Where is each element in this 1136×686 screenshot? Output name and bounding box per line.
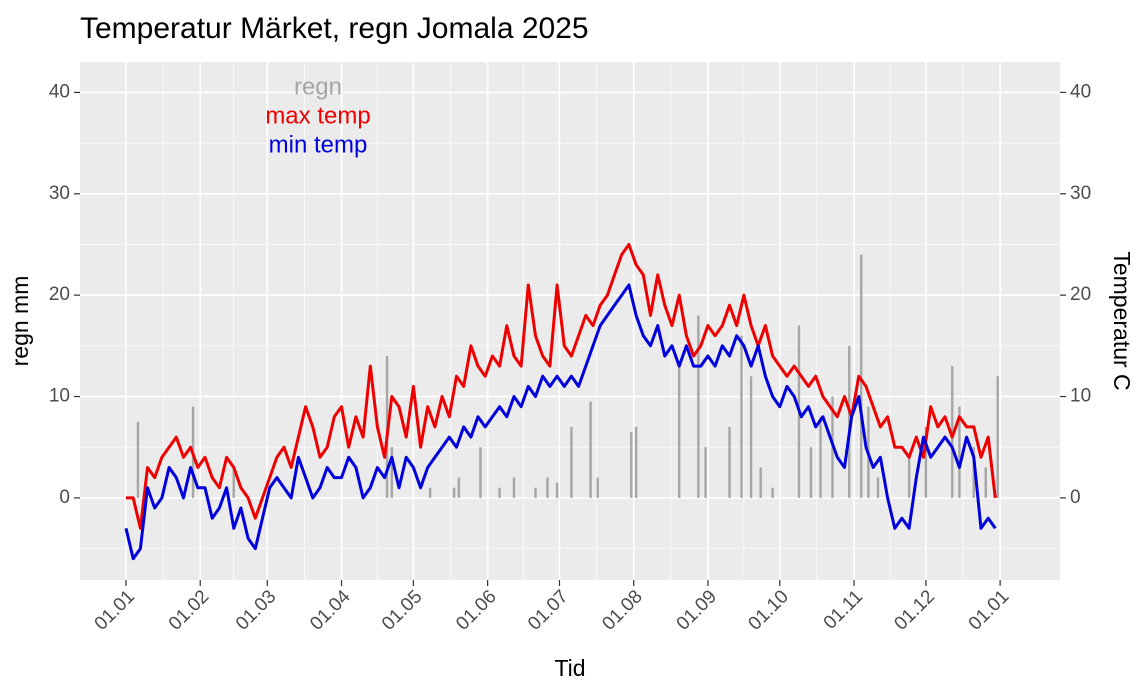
- y2-tick-label: 10: [1070, 386, 1091, 407]
- rain-bar: [512, 477, 516, 498]
- rain-bar: [390, 447, 394, 498]
- y2-tick-label: 20: [1070, 284, 1091, 305]
- rain-bar: [972, 447, 975, 498]
- rain-bar: [570, 426, 573, 498]
- y2-tick-label: 30: [1070, 183, 1091, 204]
- rain-bar: [907, 457, 911, 498]
- y2-tick-label: 0: [1070, 487, 1081, 508]
- rain-bar: [136, 421, 140, 498]
- temp-line: [124, 283, 997, 561]
- rain-bar: [740, 335, 743, 498]
- y2-tick-label: 40: [1070, 81, 1091, 102]
- x-tick-label: 01.02: [165, 586, 213, 634]
- y2-axis-label: Temperatur C: [1109, 251, 1135, 390]
- x-tick-label: 01.09: [673, 586, 721, 634]
- rain-bar: [589, 401, 592, 498]
- y-tick-label: 40: [49, 81, 70, 102]
- x-tick-label: 01.10: [744, 586, 792, 634]
- legend-label: regn: [294, 73, 342, 100]
- x-tick-label: 01.12: [890, 586, 938, 634]
- rain-bar: [630, 432, 633, 498]
- rain-bar: [958, 406, 961, 498]
- chart-title: Temperatur Märket, regn Jomala 2025: [80, 12, 589, 45]
- rain-bar: [996, 376, 999, 498]
- rain-bar: [924, 426, 928, 498]
- rain-bar: [634, 426, 638, 498]
- rain-bar: [457, 477, 461, 498]
- rain-bar: [759, 467, 762, 498]
- y-axis-label: regn mm: [7, 276, 33, 367]
- y-tick-label: 20: [49, 284, 70, 305]
- x-tick-label: 01.05: [378, 586, 426, 634]
- rain-bar: [704, 447, 707, 498]
- rain-bar: [678, 366, 681, 498]
- x-tick-label: 01.01: [965, 586, 1013, 634]
- y-tick-label: 10: [49, 386, 70, 407]
- rain-bar: [860, 254, 863, 498]
- x-tick-label: 01.04: [306, 586, 355, 635]
- legend-label: min temp: [269, 131, 368, 158]
- rain-bar: [819, 416, 822, 498]
- temp-line: [126, 243, 997, 530]
- rain-bar: [728, 426, 731, 498]
- legend-label: max temp: [265, 102, 370, 129]
- rain-bar: [749, 376, 753, 498]
- rain-bar: [479, 447, 482, 498]
- rain-bar: [951, 366, 954, 498]
- rain-bar: [876, 477, 880, 498]
- rain-bar: [984, 467, 987, 498]
- rain-bar: [771, 487, 774, 498]
- rain-bar: [452, 487, 456, 498]
- rain-bar: [555, 482, 559, 498]
- x-tick-label: 01.01: [91, 586, 139, 634]
- x-axis-label: Tid: [554, 655, 585, 681]
- rain-bar: [596, 477, 599, 498]
- rain-bar: [534, 487, 537, 498]
- x-tick-label: 01.03: [232, 586, 280, 634]
- rain-bar: [697, 315, 700, 498]
- rain-bar: [546, 477, 549, 498]
- rain-bar: [498, 487, 501, 498]
- rain-bar: [848, 345, 851, 498]
- y-tick-label: 0: [59, 487, 70, 508]
- y-tick-label: 30: [49, 183, 70, 204]
- rain-bar: [232, 469, 235, 498]
- x-tick-label: 01.08: [598, 586, 646, 634]
- x-tick-label: 01.07: [524, 586, 572, 634]
- x-tick-label: 01.06: [452, 586, 500, 634]
- x-tick-label: 01.11: [820, 586, 867, 633]
- rain-bar: [428, 487, 432, 498]
- rain-bar: [809, 447, 813, 498]
